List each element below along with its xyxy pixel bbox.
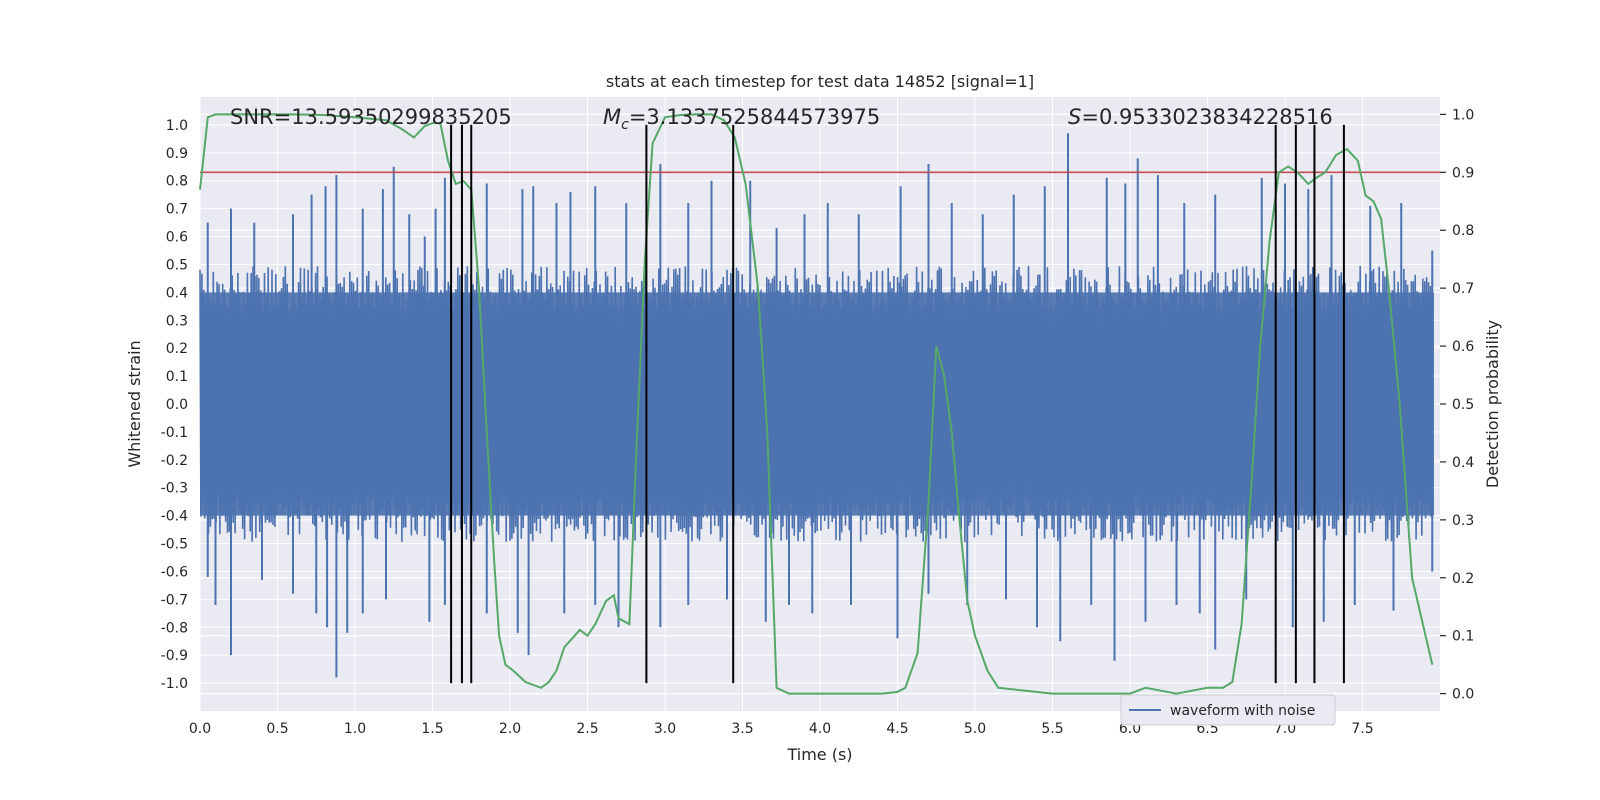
y2-axis-label: Detection probability [1483, 320, 1502, 488]
legend: waveform with noise [1120, 694, 1336, 726]
y2-tick-label: 0.7 [1452, 281, 1474, 297]
mc-symbol: M [603, 105, 621, 129]
y2-tick-label: 0.6 [1452, 339, 1474, 355]
waveform-core [200, 292, 1434, 516]
y2-tick-label: 0.1 [1452, 629, 1474, 645]
s-value: =0.9533023834228516 [1081, 105, 1332, 129]
y-tick-label: 0.6 [166, 230, 188, 246]
x-axis-label: Time (s) [786, 745, 852, 764]
y-tick-label: 0.5 [166, 257, 188, 273]
snr-annotation: SNR=13.59350299835205 [230, 105, 512, 129]
y-tick-label: -0.5 [161, 537, 188, 553]
legend-label-waveform: waveform with noise [1170, 703, 1315, 719]
y-tick-label: -0.3 [161, 481, 188, 497]
y-tick-label: -0.6 [161, 564, 188, 580]
y-tick-label: -0.1 [161, 425, 188, 441]
y-tick-label: -0.8 [161, 620, 188, 636]
y-axis-label: Whitened strain [125, 340, 144, 467]
y-tick-label: 0.0 [166, 397, 188, 413]
y2-tick-label: 0.2 [1452, 571, 1474, 587]
y2-tick-label: 0.0 [1452, 687, 1474, 703]
y-tick-label: -0.4 [161, 509, 188, 525]
x-tick-label: 4.5 [886, 721, 908, 737]
y2-tick-label: 0.9 [1452, 165, 1474, 181]
y2-tick-label: 0.4 [1452, 455, 1474, 471]
x-tick-label: 1.5 [421, 721, 443, 737]
mc-value: =3.1337525844573975 [629, 105, 880, 129]
y-tick-label: -0.9 [161, 648, 188, 664]
y2-tick-label: 0.8 [1452, 223, 1474, 239]
x-tick-label: 5.0 [964, 721, 986, 737]
x-tick-label: 0.0 [189, 721, 211, 737]
y-tick-label: 0.7 [166, 202, 188, 218]
y-tick-label: 0.8 [166, 174, 188, 190]
y-tick-label: 0.1 [166, 369, 188, 385]
x-tick-label: 0.5 [266, 721, 288, 737]
x-tick-label: 3.0 [654, 721, 676, 737]
x-tick-label: 2.5 [576, 721, 598, 737]
y-tick-label: -0.2 [161, 453, 188, 469]
x-tick-label: 2.0 [499, 721, 521, 737]
tick-labels: 0.0 0.5 1.0 1.5 2.0 2.5 3.0 3.5 4.0 4.5 5.0 5.5 6.0 6… [161, 107, 1475, 737]
waveform-series [199, 133, 1434, 678]
y-tick-label: 1.0 [166, 118, 188, 134]
y2-tick-label: 0.5 [1452, 397, 1474, 413]
y-tick-label: 0.3 [166, 313, 188, 329]
mc-subscript: c [621, 117, 629, 133]
y-tick-label: 0.4 [166, 285, 188, 301]
y-tick-label: -1.0 [161, 676, 188, 692]
y2-tick-label: 0.3 [1452, 513, 1474, 529]
vertical-lines [450, 124, 1345, 684]
y-tick-label: -0.7 [161, 592, 188, 608]
x-tick-label: 1.0 [344, 721, 366, 737]
s-symbol: S [1068, 105, 1081, 129]
x-tick-label: 4.0 [809, 721, 831, 737]
y2-tick-label: 1.0 [1452, 107, 1474, 123]
legend-box [1120, 694, 1336, 726]
x-tick-label: 3.5 [731, 721, 753, 737]
x-tick-label: 5.5 [1041, 721, 1063, 737]
chart-title: stats at each timestep for test data 148… [606, 72, 1034, 91]
y-tick-label: 0.9 [166, 146, 188, 162]
x-tick-label: 7.5 [1351, 721, 1373, 737]
y-tick-label: 0.2 [166, 341, 188, 357]
mc-annotation: Mc=3.1337525844573975 [603, 105, 880, 133]
s-annotation: S=0.9533023834228516 [1068, 105, 1333, 129]
